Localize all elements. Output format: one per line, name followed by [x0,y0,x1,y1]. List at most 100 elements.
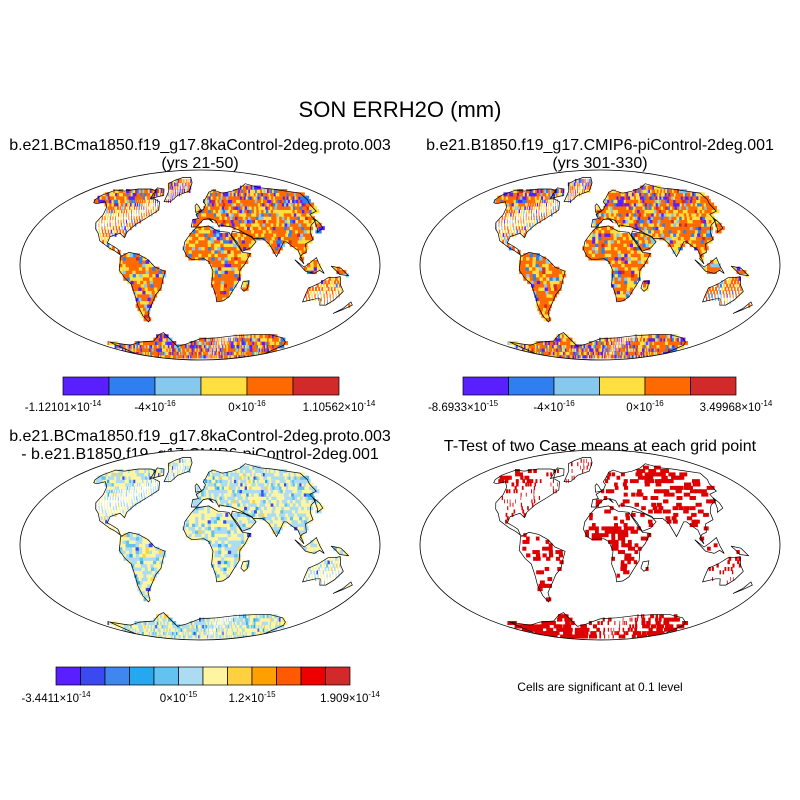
grid-cell [619,232,624,237]
grid-cell [145,209,147,214]
grid-cell [518,209,521,214]
grid-cell [229,209,235,214]
grid-cell [635,334,637,339]
grid-cell [633,283,637,288]
grid-cell [598,246,603,251]
grid-cell [592,236,596,241]
grid-cell [520,202,523,207]
grid-cell [536,189,541,193]
grid-cell [634,259,639,264]
grid-cell [154,286,159,291]
grid-cell [697,229,704,234]
grid-cell [224,344,227,349]
grid-cell [156,283,162,288]
grid-cell [262,334,266,339]
grid-cell [217,246,222,251]
grid-cell [646,334,649,339]
grid-cell [630,276,635,281]
figure-title: SON ERRH2O (mm) [298,97,502,122]
grid-cell [243,337,246,342]
grid-cell [606,347,608,352]
grid-cell [595,243,599,248]
grid-cell [147,283,152,288]
grid-cell [605,209,610,214]
grid-cell [107,212,110,217]
grid-cell [618,195,623,200]
grid-cell [205,631,207,636]
grid-cell [614,249,619,254]
grid-cell [211,249,216,254]
grid-cell [620,280,625,285]
grid-cell [231,273,235,278]
grid-cell [538,297,544,302]
grid-cell [128,219,130,224]
grid-cell [202,617,205,622]
grid-cell [324,280,327,285]
grid-cell [335,293,337,298]
grid-cell [548,270,553,275]
grid-cell [630,344,633,349]
grid-cell [239,337,242,342]
grid-cell [316,290,319,295]
grid-cell [266,239,272,244]
grid-cell [192,232,196,237]
grid-cell [210,344,212,349]
grid-cell [146,212,148,217]
grid-cell [272,239,278,244]
grid-cell [221,216,227,220]
grid-cell [617,286,621,291]
grid-cell [624,337,626,342]
grid-cell [232,209,237,214]
grid-cell [633,344,636,349]
grid-cell [626,212,631,217]
grid-cell [526,192,531,197]
grid-cell [196,351,199,356]
grid-cell [177,192,179,197]
grid-cell [204,236,209,241]
grid-cell [628,236,634,241]
grid-cell [681,226,687,231]
grid-cell [214,283,218,288]
grid-cell [541,286,547,291]
grid-cell [641,236,646,241]
grid-cell [198,256,203,261]
grid-cell [601,216,605,220]
grid-cell [501,216,504,220]
grid-cell [241,212,246,217]
grid-cell [641,259,645,264]
grid-cell [578,185,580,190]
grid-cell [218,266,222,271]
grid-cell [141,286,147,291]
grid-cell [199,351,202,356]
grid-cell [617,249,622,254]
grid-cell [588,189,591,193]
grid-cell [223,351,226,356]
grid-cell [253,216,259,220]
grid-cell [733,286,736,291]
grid-cell [101,222,103,227]
grid-cell [315,286,317,291]
grid-cell [191,246,196,251]
coastline-new-zealand [732,301,753,314]
grid-cell [231,347,235,352]
coastline-north-america [93,188,160,257]
grid-cell [616,232,621,237]
grid-cell [670,222,677,227]
grid-cell [515,226,518,231]
grid-cell [599,341,602,345]
grid-cell [528,219,530,224]
grid-cell [613,212,618,217]
panel1-title: b.e21.BCma1850.f19_g17.8kaControl-2deg.p… [0,137,400,173]
grid-cell [108,232,111,237]
grid-cell [657,219,663,224]
grid-cell [198,239,203,244]
grid-cell [189,182,191,187]
grid-cell [653,216,659,220]
grid-cell [591,243,596,248]
grid-cell [212,341,214,345]
grid-cell [323,293,325,298]
grid-cell [531,283,536,288]
grid-cell [264,334,268,339]
grid-cell [241,259,245,264]
grid-cell [671,246,677,251]
